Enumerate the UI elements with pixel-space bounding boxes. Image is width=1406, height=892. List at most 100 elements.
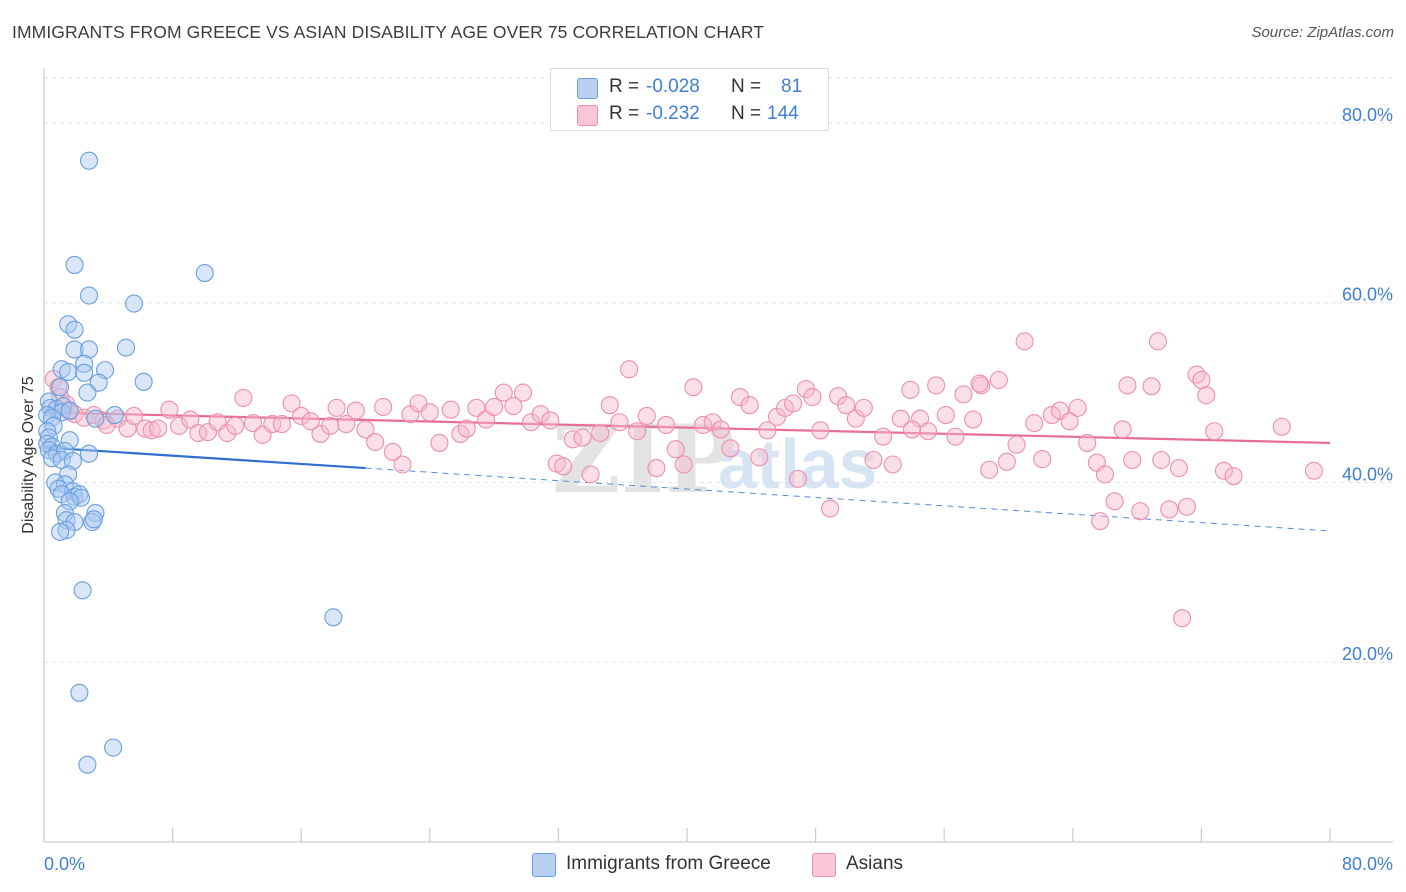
point-asians (874, 427, 893, 446)
point-greece (63, 451, 82, 470)
point-asians (226, 416, 245, 435)
point-asians (740, 396, 759, 415)
point-asians (657, 415, 676, 434)
point-asians (1105, 492, 1124, 511)
point-asians (282, 394, 301, 413)
point-asians (142, 421, 161, 440)
point-asians (927, 376, 946, 395)
point-asians (467, 398, 486, 417)
point-asians (494, 383, 513, 402)
point-asians (420, 403, 439, 422)
point-greece (79, 286, 99, 305)
point-greece (105, 406, 124, 425)
legend-r-label: R = (609, 76, 640, 97)
point-asians (573, 428, 592, 447)
point-asians (1118, 376, 1137, 395)
point-asians (1142, 377, 1161, 396)
point-asians (374, 397, 393, 417)
point-asians (124, 406, 144, 426)
point-greece (116, 338, 136, 357)
point-asians (970, 374, 989, 393)
y-tick-label: 20.0% (1342, 644, 1393, 664)
point-asians (980, 460, 999, 479)
point-greece (84, 510, 103, 529)
point-asians (883, 455, 902, 474)
point-greece (38, 406, 57, 425)
point-asians (160, 400, 179, 419)
point-asians (674, 455, 693, 474)
trend-line-greece-dashed (365, 467, 1331, 532)
point-asians (181, 410, 200, 429)
legend-n-value: 81 (781, 76, 803, 97)
point-asians (803, 388, 822, 407)
point-asians (821, 499, 840, 518)
point-greece (49, 479, 68, 498)
point-asians (1060, 412, 1079, 431)
point-asians (337, 414, 356, 434)
point-asians (327, 398, 346, 417)
point-asians (711, 420, 730, 439)
point-asians (1131, 502, 1150, 521)
point-asians (600, 396, 619, 415)
source-label: Source: ZipAtlas.com (1251, 24, 1394, 41)
legend-r-label: R = (609, 103, 640, 124)
y-tick-label: 60.0% (1342, 285, 1393, 305)
point-asians (1091, 512, 1110, 531)
point-greece (60, 492, 79, 511)
point-greece (38, 434, 57, 453)
point-asians (1148, 332, 1168, 351)
point-asians (647, 459, 666, 478)
point-asians (1304, 461, 1323, 480)
point-asians (1123, 450, 1142, 470)
point-greece (65, 320, 84, 339)
point-asians (902, 420, 922, 439)
point-asians (666, 440, 685, 459)
point-asians (1007, 435, 1026, 454)
bottom-legend-swatch-pink (812, 853, 836, 877)
legend-n-label: N = (731, 76, 762, 97)
point-asians (504, 397, 523, 416)
point-asians (620, 360, 639, 379)
point-asians (292, 406, 311, 426)
point-asians (901, 380, 920, 399)
point-asians (954, 385, 973, 404)
point-greece (75, 363, 94, 382)
point-greece (57, 521, 76, 540)
y-axis-label: Disability Age Over 75 (20, 376, 37, 534)
point-greece (79, 340, 99, 359)
point-asians (485, 397, 504, 417)
point-asians (169, 416, 189, 435)
point-asians (1078, 433, 1097, 452)
point-asians (1173, 609, 1192, 628)
point-asians (591, 423, 610, 443)
point-greece (324, 608, 343, 627)
y-tick-labels: 20.0% 40.0% 60.0% 80.0% (1342, 105, 1393, 664)
point-asians (946, 427, 965, 446)
point-asians (721, 439, 740, 458)
point-greece (79, 151, 99, 170)
point-asians (441, 400, 460, 419)
correlation-legend: R = -0.028 N = 81 R = -0.232 N = 144 (550, 68, 829, 131)
point-asians (758, 421, 777, 440)
point-asians (1068, 398, 1087, 417)
x-max-label: 80.0% (1342, 854, 1393, 874)
legend-row-asians: R = -0.232 N = 144 (551, 101, 828, 128)
point-asians (837, 396, 856, 415)
bottom-legend-label: Asians (846, 853, 904, 874)
point-asians (346, 401, 365, 420)
point-greece (195, 263, 214, 283)
point-greece (51, 522, 70, 541)
point-greece (79, 444, 99, 463)
point-asians (919, 422, 938, 441)
point-asians (750, 448, 769, 467)
point-asians (891, 409, 910, 428)
point-greece (59, 465, 78, 484)
point-greece (70, 683, 89, 702)
point-asians (531, 405, 550, 424)
legend-n-value: 144 (767, 103, 799, 124)
point-asians (628, 422, 647, 441)
chart-title: IMMIGRANTS FROM GREECE VS ASIAN DISABILI… (12, 22, 765, 42)
point-asians (1025, 414, 1044, 433)
point-greece (71, 488, 91, 507)
